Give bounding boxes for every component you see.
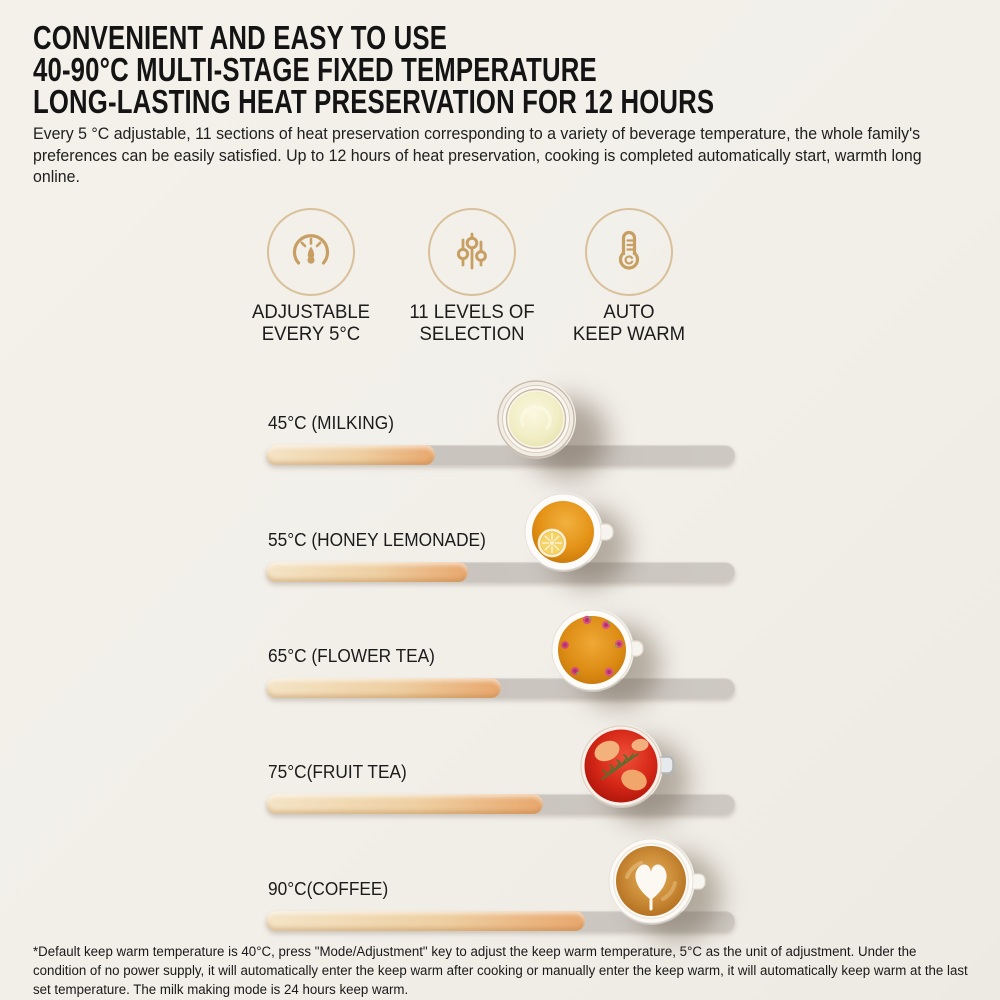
feature-label-line: 11 LEVELS OF — [409, 301, 535, 323]
feature-label-keepwarm: AUTO KEEP WARM — [515, 301, 743, 345]
latte-heart-art — [635, 864, 667, 900]
header-line-3: LONG-LASTING HEAT PRESERVATION FOR 12 HO… — [33, 83, 715, 120]
sliders-icon — [456, 232, 487, 270]
cup-milk-photo — [496, 379, 576, 459]
header-block: CONVENIENT AND EASY TO USE 40-90°C MULTI… — [33, 19, 906, 120]
progress-track-55 — [266, 562, 735, 582]
feature-label-levels: 11 LEVELS OF SELECTION — [358, 301, 586, 345]
progress-fill-90 — [266, 911, 585, 931]
temp-label-45: 45°C (MILKING) — [268, 413, 394, 433]
feature-label-line: SELECTION — [419, 322, 525, 345]
progress-track-45 — [266, 445, 735, 465]
feature-label-line: EVERY 5°C — [261, 322, 361, 345]
progress-fill-45 — [266, 445, 435, 465]
feature-label-line: KEEP WARM — [572, 322, 686, 345]
cup-coffee-photo — [607, 837, 706, 925]
temp-label-90: 90°C(COFFEE) — [268, 879, 389, 899]
feature-label-line: ADJUSTABLE — [251, 301, 371, 323]
rosemary-sprig — [601, 753, 639, 780]
thermometer-icon — [618, 230, 640, 270]
progress-track-65 — [266, 678, 735, 698]
rose-buds — [561, 615, 623, 677]
temp-label-55: 55°C (HONEY LEMONADE) — [268, 530, 486, 550]
progress-fill-75 — [266, 794, 543, 814]
header-line-2: 40-90°C MULTI-STAGE FIXED TEMPERATURE — [33, 51, 597, 88]
progress-fill-65 — [266, 678, 501, 698]
header-line-1: CONVENIENT AND EASY TO USE — [33, 19, 448, 56]
progress-track-75 — [266, 794, 735, 814]
feature-label-line: AUTO — [603, 301, 655, 323]
dial-gauge-icon — [292, 234, 330, 265]
progress-fill-55 — [266, 562, 468, 582]
footnote: *Default keep warm temperature is 40°C, … — [33, 944, 968, 997]
temp-label-65: 65°C (FLOWER TEA) — [268, 646, 435, 666]
temp-label-75: 75°C(FRUIT TEA) — [268, 762, 407, 782]
cup-honey-lemonade-photo — [523, 492, 614, 572]
feature-circle-levels — [428, 208, 516, 296]
cup-fruit-tea-photo — [579, 724, 674, 808]
progress-track-90 — [266, 911, 735, 931]
intro-paragraph: Every 5 °C adjustable, 11 sections of he… — [33, 125, 922, 186]
feature-circle-keepwarm — [585, 208, 673, 296]
feature-circle-adjustable — [267, 208, 355, 296]
cup-flower-tea-photo — [550, 608, 644, 692]
feature-label-adjustable: ADJUSTABLE EVERY 5°C — [197, 301, 425, 345]
